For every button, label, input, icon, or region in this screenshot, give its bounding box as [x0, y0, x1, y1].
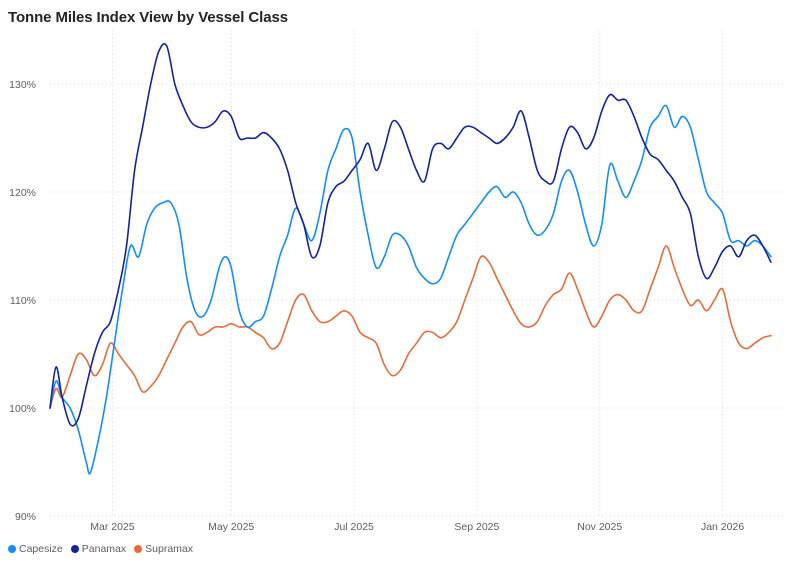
x-tick-label: May 2025	[208, 521, 254, 533]
y-tick-label: 120%	[9, 187, 36, 199]
legend-item-supramax[interactable]: Supramax	[134, 543, 193, 555]
legend-label-panamax: Panamax	[81, 543, 127, 555]
legend-label-capesize: Capesize	[19, 543, 63, 555]
legend: Capesize Panamax Supramax	[8, 543, 193, 555]
legend-marker-panamax	[70, 545, 79, 553]
legend-item-panamax[interactable]: Panamax	[70, 543, 127, 555]
legend-item-capesize[interactable]: Capesize	[8, 543, 63, 555]
legend-marker-supramax	[134, 545, 143, 553]
series-line-supramax[interactable]	[49, 245, 772, 409]
series-line-panamax[interactable]	[49, 43, 772, 427]
x-tick-label: Nov 2025	[577, 521, 622, 533]
x-tick-label: Jul 2025	[334, 521, 374, 533]
y-tick-label: 110%	[10, 295, 36, 307]
x-tick-label: Mar 2025	[90, 521, 135, 533]
y-tick-label: 100%	[9, 403, 36, 415]
x-tick-label: Sep 2025	[454, 521, 499, 533]
legend-label-supramax: Supramax	[145, 543, 193, 555]
y-tick-label: 130%	[9, 79, 36, 91]
y-tick-label: 90%	[15, 511, 36, 523]
series-line-capesize[interactable]	[49, 104, 772, 475]
x-tick-label: Jan 2026	[701, 521, 744, 533]
chart-title: Tonne Miles Index View by Vessel Class	[8, 9, 288, 26]
legend-marker-capesize	[8, 545, 16, 553]
